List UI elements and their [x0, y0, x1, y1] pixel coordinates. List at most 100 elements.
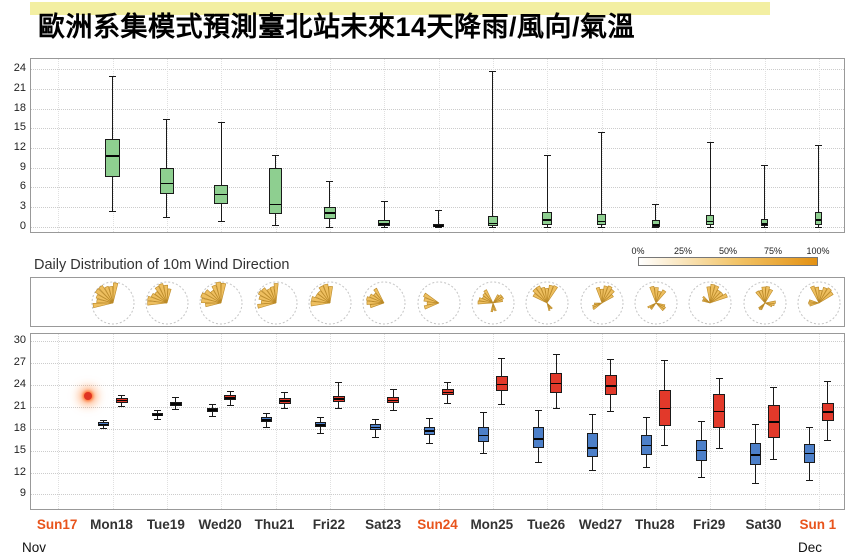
y-gridline: [31, 385, 844, 387]
y-tick-label: 24: [13, 62, 26, 75]
precip-median: [433, 225, 444, 227]
min-temp-box: [587, 433, 598, 458]
max-temp-whisker-cap: [552, 407, 560, 409]
temperature-plot-area: [30, 333, 845, 510]
min-temp-whisker-cap: [371, 436, 379, 438]
max-temp-whisker-cap: [607, 358, 614, 360]
min-temp-whisker-cap: [643, 417, 651, 419]
rose-petal: [266, 288, 276, 304]
min-temp-whisker-cap: [589, 414, 596, 416]
x-gridline: [764, 334, 766, 509]
max-temp-whisker-cap: [824, 440, 832, 442]
rose-petal: [256, 302, 276, 309]
y-tick-label: 21: [13, 82, 26, 95]
y-tick-label: 21: [13, 399, 26, 412]
max-temp-median: [496, 383, 507, 386]
wind-rose: [362, 281, 406, 325]
rose-petal: [710, 293, 728, 304]
rose-petal: [818, 286, 828, 304]
y-gridline: [31, 450, 844, 452]
precip-whisker-cap: [326, 180, 334, 182]
x-axis-label: Thu21: [254, 517, 295, 532]
rose-petal: [541, 286, 548, 304]
min-temp-whisker-cap: [534, 409, 542, 411]
rose-petal: [655, 302, 665, 312]
max-temp-median: [551, 382, 562, 385]
precip-median: [215, 193, 228, 196]
x-axis-label: Sun17: [36, 517, 78, 532]
min-temp-median: [262, 419, 271, 421]
precip-median: [652, 224, 659, 226]
min-temp-median: [425, 430, 434, 432]
max-temp-whisker-cap: [226, 390, 234, 392]
rose-petal: [591, 302, 602, 311]
max-temp-whisker-cap: [281, 408, 288, 410]
rose-petal: [220, 282, 227, 304]
rose-petal: [595, 286, 602, 304]
x-gridline: [275, 334, 277, 509]
y-gridline: [31, 428, 844, 430]
rose-petal: [163, 284, 168, 304]
wind-rose: [634, 281, 678, 325]
x-gridline: [58, 59, 60, 232]
x-gridline: [166, 59, 168, 232]
x-gridline: [275, 59, 277, 232]
rose-petal: [483, 289, 494, 304]
max-temp-whisker-cap: [389, 409, 397, 411]
precipitation-plot-area: [30, 58, 845, 233]
min-temp-median: [99, 423, 108, 426]
rose-petal: [545, 288, 549, 304]
rose-guide-circle: [199, 281, 243, 325]
x-gridline: [221, 334, 223, 509]
wind-rose: [471, 281, 515, 325]
page-title: 歐洲系集模式預測臺北站未來14天降雨/風向/氣溫: [38, 12, 636, 42]
x-gridline: [655, 334, 657, 509]
x-axis-label: Sun 1: [799, 517, 837, 532]
precip-median: [488, 222, 498, 225]
precip-whisker-cap: [163, 216, 171, 218]
rose-petal: [477, 300, 493, 305]
x-axis-label: Tue19: [146, 517, 185, 532]
precip-whisker-cap: [706, 226, 714, 228]
rose-petal: [492, 299, 503, 304]
y-tick-label: 15: [13, 443, 26, 456]
rose-petal: [314, 293, 331, 304]
rose-petal: [94, 288, 113, 304]
wind-panel-title: Daily Distribution of 10m Wind Direction: [34, 257, 290, 273]
precip-whisker: [764, 164, 765, 227]
x-gridline: [166, 334, 168, 509]
y-tick-label: 18: [13, 421, 26, 434]
precip-whisker-cap: [435, 210, 442, 212]
precip-median: [543, 219, 551, 221]
precip-box: [542, 211, 552, 225]
min-temp-whisker-cap: [697, 420, 705, 422]
min-temp-whisker-cap: [589, 470, 596, 472]
precip-whisker-cap: [706, 141, 714, 143]
observed-temperature-dot: [84, 391, 93, 400]
rose-petal: [709, 289, 721, 304]
min-temp-whisker-cap: [806, 427, 814, 429]
rose-petal: [593, 302, 602, 305]
wind-rose: [580, 281, 623, 325]
rose-petal: [546, 285, 559, 304]
rose-petal: [328, 286, 333, 304]
rose-guide-circle: [471, 281, 515, 325]
precip-whisker-cap: [326, 226, 334, 228]
rose-petal: [758, 289, 765, 304]
max-temp-median: [279, 400, 290, 402]
x-axis-label: Sat30: [745, 517, 782, 532]
max-temp-whisker-cap: [335, 407, 343, 409]
rose-petal: [260, 287, 276, 304]
y-gridline: [31, 207, 844, 209]
y-gridline: [31, 148, 844, 150]
min-temp-median: [207, 409, 217, 411]
max-temp-median: [170, 403, 181, 405]
rose-petal: [260, 300, 276, 304]
precip-box: [268, 168, 283, 214]
precip-whisker-cap: [598, 131, 605, 133]
rose-petal: [764, 288, 773, 304]
x-gridline: [384, 59, 386, 232]
min-temp-median: [316, 424, 326, 426]
x-gridline: [601, 334, 603, 509]
precip-whisker-cap: [598, 226, 605, 228]
